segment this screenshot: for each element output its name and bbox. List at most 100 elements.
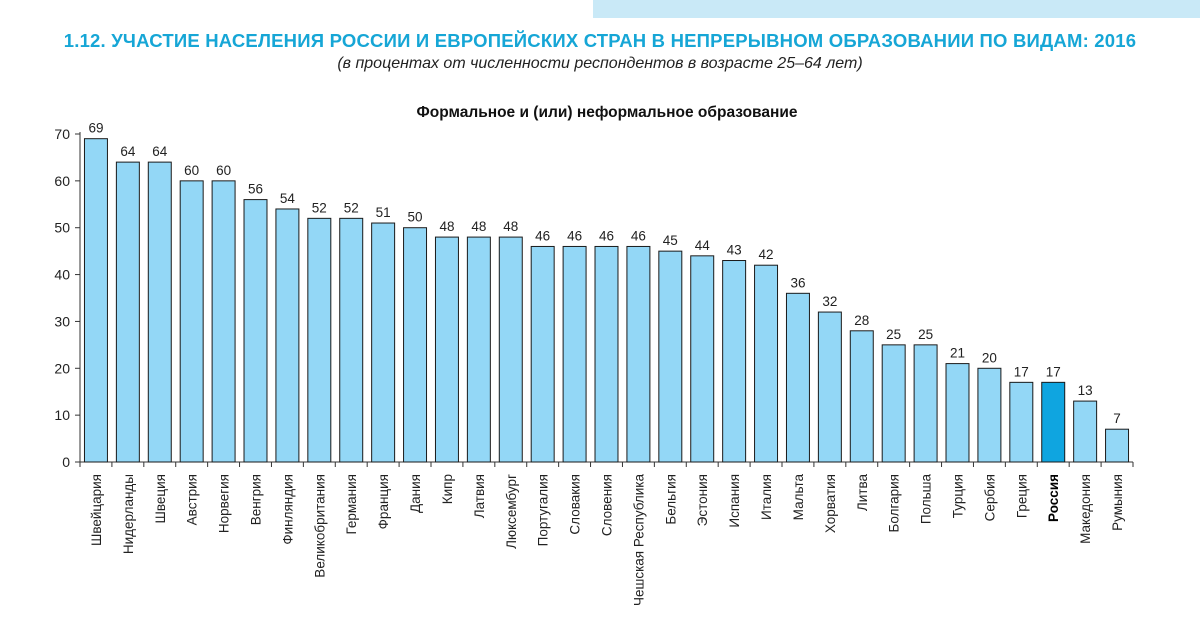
category-label: Болгария	[887, 474, 902, 532]
value-label: 25	[886, 327, 901, 342]
bar	[115, 161, 140, 463]
bar	[785, 292, 810, 463]
category-label: Турция	[951, 474, 966, 518]
value-labels: 69 64 64 60 60 56 54 52 52 51 50 48 48 48 46 46 46 46 45 44…	[88, 121, 1120, 427]
bar	[722, 260, 747, 463]
y-tick-label: 70	[54, 126, 70, 142]
category-label: Франция	[376, 474, 391, 529]
category-label: Бельгия	[663, 474, 678, 525]
value-label: 17	[1046, 364, 1061, 379]
value-label: 48	[503, 219, 518, 234]
category-label: Румыния	[1110, 474, 1125, 531]
bar	[658, 250, 683, 463]
category-label: Португалия	[536, 474, 551, 546]
value-label: 51	[376, 205, 391, 220]
category-label: Хорватия	[823, 474, 838, 533]
value-label: 21	[950, 346, 965, 361]
y-tick-label: 60	[54, 173, 70, 189]
bar	[83, 138, 108, 463]
value-label: 44	[695, 238, 711, 253]
page-subtitle: (в процентах от численности респондентов…	[337, 55, 863, 72]
value-label: 56	[248, 182, 263, 197]
value-label: 36	[790, 275, 805, 290]
bar	[594, 245, 619, 463]
bar	[434, 236, 459, 463]
chart-title: Формальное и (или) неформальное образова…	[417, 104, 798, 121]
bar	[211, 180, 236, 463]
value-label: 64	[152, 144, 168, 159]
y-tick-label: 40	[54, 267, 70, 283]
y-tick-label: 0	[62, 454, 70, 470]
category-label: Литва	[855, 474, 870, 512]
bar	[1105, 428, 1130, 463]
category-label: Нидерланды	[121, 474, 136, 554]
value-label: 13	[1078, 383, 1093, 398]
bar	[339, 217, 364, 463]
value-label: 46	[567, 228, 582, 243]
category-labels: Швейцария Нидерланды Швеция Австрия Норвегия…	[89, 474, 1125, 606]
category-label: Финляндия	[280, 474, 295, 545]
bar	[530, 245, 555, 463]
value-label: 32	[822, 294, 837, 309]
value-label: 60	[216, 163, 231, 178]
bar	[626, 245, 651, 463]
category-label: Люксембург	[504, 474, 519, 549]
value-label: 46	[599, 228, 614, 243]
bar	[945, 363, 970, 463]
chart-bars	[83, 138, 1130, 463]
category-label: Германия	[344, 474, 359, 535]
value-label: 48	[471, 219, 486, 234]
bar	[849, 330, 874, 463]
category-label: Кипр	[440, 474, 455, 504]
value-label: 7	[1113, 411, 1121, 426]
category-label: Дания	[408, 474, 423, 513]
value-label: 28	[854, 313, 869, 328]
bar	[371, 222, 396, 463]
category-label: Великобритания	[312, 474, 327, 578]
bar	[466, 236, 491, 463]
value-label: 69	[88, 121, 103, 136]
value-label: 64	[120, 144, 136, 159]
category-label: Австрия	[185, 474, 200, 525]
bar	[754, 264, 779, 463]
category-label: Испания	[727, 474, 742, 528]
category-label: Мальта	[791, 474, 806, 521]
value-label: 43	[727, 243, 742, 258]
value-label: 48	[439, 219, 454, 234]
value-label: 46	[631, 228, 646, 243]
bar	[817, 311, 842, 463]
top-accent-strip	[593, 0, 1200, 18]
category-label: Норвегия	[217, 474, 232, 533]
value-label: 42	[759, 247, 774, 262]
page-title: 1.12. УЧАСТИЕ НАСЕЛЕНИЯ РОССИИ И ЕВРОПЕЙ…	[63, 30, 1137, 51]
bar	[977, 367, 1002, 463]
bar	[1009, 381, 1034, 463]
bar	[179, 180, 204, 463]
category-label: Швейцария	[89, 474, 104, 546]
category-label: Венгрия	[249, 474, 264, 525]
value-label: 25	[918, 327, 933, 342]
category-label: Словения	[600, 474, 615, 536]
bar	[881, 344, 906, 463]
value-label: 52	[344, 200, 359, 215]
value-label: 52	[312, 200, 327, 215]
value-label: 45	[663, 233, 678, 248]
y-tick-label: 30	[54, 313, 70, 329]
bar	[243, 199, 268, 463]
category-label: Чешская Республика	[631, 474, 646, 606]
bar	[403, 227, 428, 463]
bar	[275, 208, 300, 463]
category-label: Россия	[1046, 474, 1061, 522]
value-label: 20	[982, 350, 997, 365]
bar	[498, 236, 523, 463]
category-label: Польша	[919, 474, 934, 525]
y-tick-label: 20	[54, 360, 70, 376]
bar	[562, 245, 587, 463]
category-label: Греция	[1014, 474, 1029, 518]
category-label: Латвия	[472, 474, 487, 518]
category-label: Сербия	[982, 474, 997, 521]
y-tick-label: 10	[54, 407, 70, 423]
bar	[1041, 381, 1066, 463]
value-label: 54	[280, 191, 296, 206]
